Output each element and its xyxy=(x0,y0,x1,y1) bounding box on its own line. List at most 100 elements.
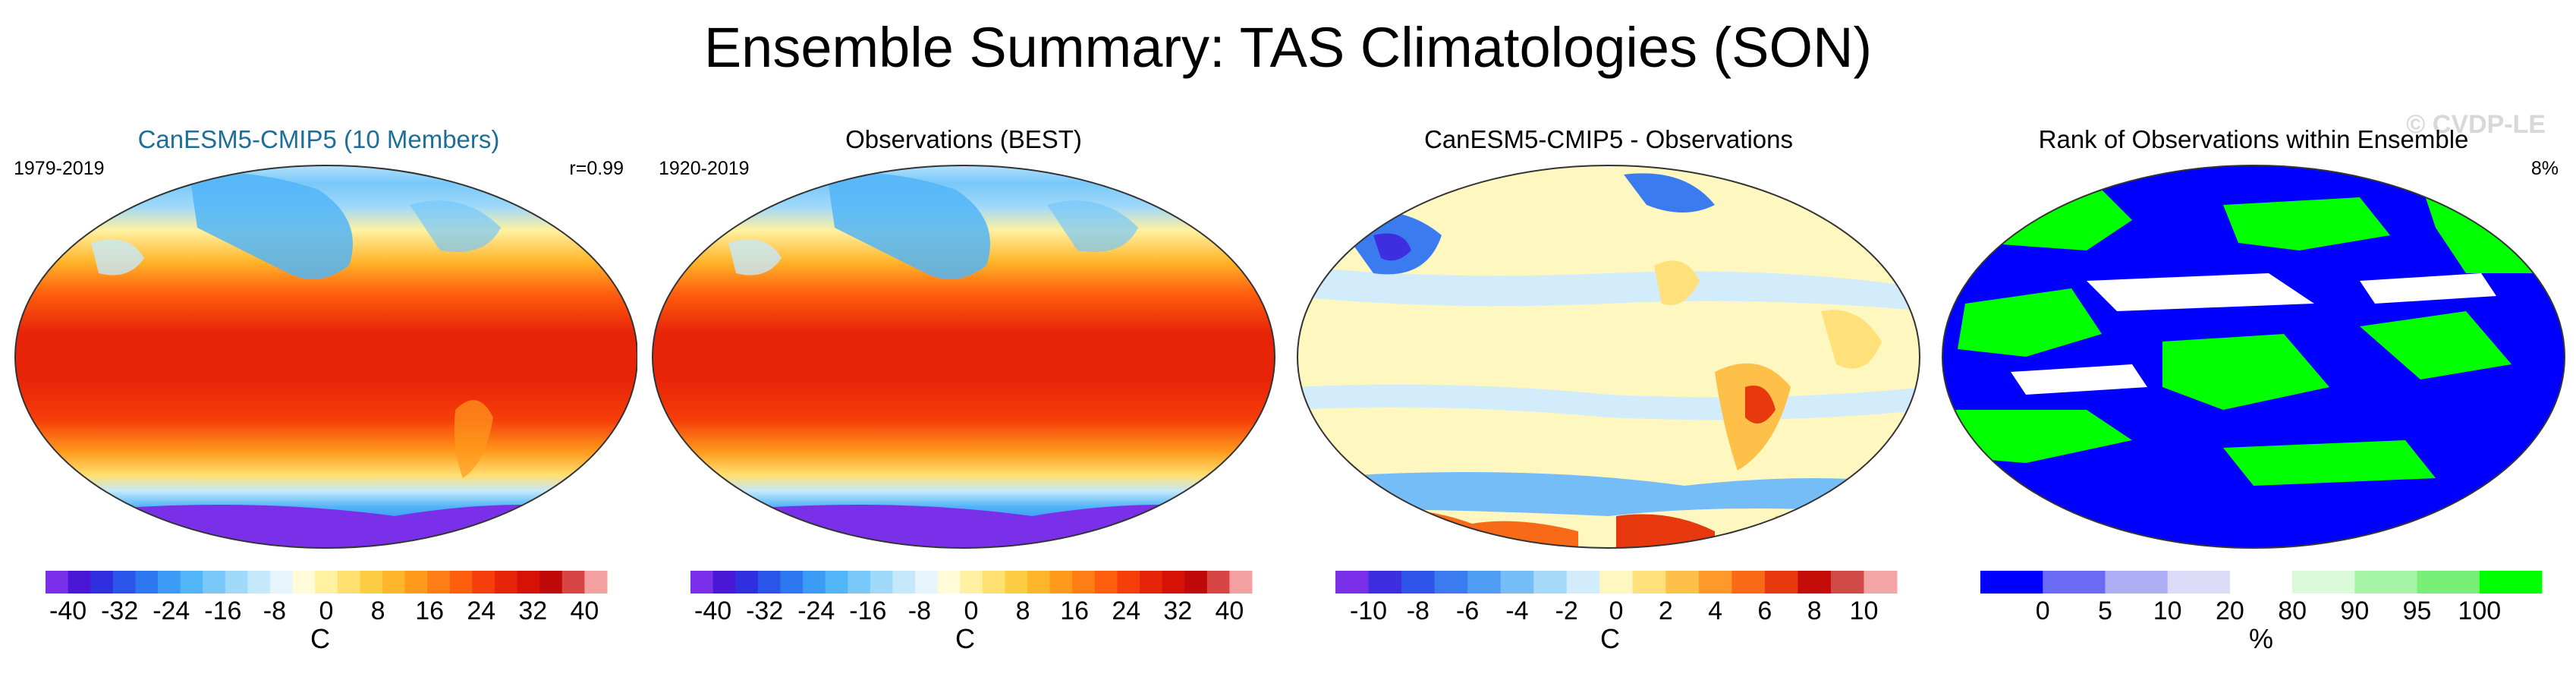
colorbar-tick-label: 100 xyxy=(2458,597,2501,625)
world-map-rank xyxy=(1942,165,2565,549)
colorbar-tick-label: 95 xyxy=(2403,597,2432,625)
panel-observations: Observations (BEST) 1920-2019 -40 -32- xyxy=(645,114,1282,676)
colorbar-swatch xyxy=(780,571,804,594)
colorbar-tick-label: 6 xyxy=(1757,597,1772,625)
colorbar-tick-label: 16 xyxy=(1060,597,1089,625)
colorbar-swatch xyxy=(825,571,848,594)
colorbar-swatch xyxy=(561,571,585,594)
colorbar-tick-label: -32 xyxy=(746,597,783,625)
world-map-temperature xyxy=(14,165,637,549)
colorbar-tick-label: -40 xyxy=(694,597,731,625)
colorbar-swatch xyxy=(1830,571,1864,594)
world-map-bias xyxy=(1297,165,1920,549)
panel-rank: Rank of Observations within Ensemble 8% … xyxy=(1935,114,2572,676)
colorbar-tick-label: 40 xyxy=(1215,597,1244,625)
panel-period: 1920-2019 xyxy=(659,158,750,179)
colorbar-swatch xyxy=(2292,571,2355,594)
colorbar: -40 -32 -24 -16 -8 0 8 16 24 32 40 C xyxy=(46,571,608,654)
colorbar-swatch xyxy=(1980,571,2043,594)
colorbar-tick-label: -32 xyxy=(101,597,138,625)
colorbar-swatch xyxy=(315,571,338,594)
panel-title: Rank of Observations within Ensemble xyxy=(2038,125,2469,153)
colorbar-tick-label: -8 xyxy=(263,597,286,625)
colorbar-tick-label: -24 xyxy=(153,597,190,625)
colorbar-swatch xyxy=(1500,571,1534,594)
colorbar-swatch xyxy=(1368,571,1402,594)
colorbar-swatch xyxy=(1162,571,1185,594)
colorbar-swatch xyxy=(68,571,91,594)
map-fill xyxy=(653,165,1275,548)
colorbar-swatch xyxy=(982,571,1005,594)
colorbar-tick-label: 80 xyxy=(2278,597,2307,625)
colorbar: -10 -8 -6 -4 -2 0 2 4 6 8 10 C xyxy=(1335,571,1898,654)
colorbar-swatch xyxy=(735,571,759,594)
colorbar-tick-label: 10 xyxy=(1850,597,1879,625)
colorbar-swatch xyxy=(1798,571,1832,594)
colorbar-swatch xyxy=(2105,571,2169,594)
colorbar-swatch xyxy=(584,571,608,594)
colorbar-swatch xyxy=(915,571,939,594)
colorbar-swatch xyxy=(2417,571,2480,594)
panel-stat: 8% xyxy=(2530,158,2559,179)
colorbar-swatch xyxy=(870,571,893,594)
colorbar-tick-label: 32 xyxy=(1163,597,1192,625)
colorbar-swatch xyxy=(2167,571,2231,594)
colorbar-swatch xyxy=(2043,571,2106,594)
colorbar-swatch xyxy=(1864,571,1898,594)
colorbar-unit: C xyxy=(955,623,975,654)
colorbar-swatch xyxy=(1005,571,1028,594)
colorbar-tick-label: 5 xyxy=(2098,597,2112,625)
colorbar-tick-label: 20 xyxy=(2216,597,2244,625)
figure-title: Ensemble Summary: TAS Climatologies (SON… xyxy=(703,16,1873,79)
colorbar-swatch xyxy=(1117,571,1140,594)
colorbar-tick-label: -24 xyxy=(797,597,835,625)
colorbar-unit: % xyxy=(2249,623,2273,654)
colorbar-swatch xyxy=(1094,571,1118,594)
colorbar-tick-label: 24 xyxy=(467,597,495,625)
colorbar-swatch xyxy=(803,571,826,594)
panel-title: CanESM5-CMIP5 - Observations xyxy=(1424,125,1793,153)
colorbar-tick-label: -6 xyxy=(1456,597,1479,625)
colorbar-swatch xyxy=(2229,571,2293,594)
colorbar-swatch xyxy=(1072,571,1096,594)
colorbar-swatch xyxy=(472,571,495,594)
colorbar-tick-label: 90 xyxy=(2340,597,2369,625)
colorbar-swatch xyxy=(712,571,736,594)
colorbar-tick-label: 0 xyxy=(964,597,979,625)
colorbar-swatch xyxy=(112,571,136,594)
colorbar-swatch xyxy=(539,571,563,594)
colorbar-swatch xyxy=(690,571,714,594)
colorbar-swatch xyxy=(1049,571,1073,594)
colorbar-swatch xyxy=(1206,571,1230,594)
colorbar-swatch xyxy=(337,571,360,594)
colorbar-swatch xyxy=(1533,571,1568,594)
colorbar-swatch xyxy=(1632,571,1666,594)
map-fill xyxy=(15,165,637,548)
colorbar-tick-label: -4 xyxy=(1505,597,1528,625)
watermark: © CVDP-LE xyxy=(2406,110,2546,139)
colorbar-unit: C xyxy=(310,623,330,654)
colorbar-swatch xyxy=(404,571,428,594)
map-fill xyxy=(1297,165,1920,548)
colorbar-swatch xyxy=(1335,571,1370,594)
colorbar-swatch xyxy=(1467,571,1502,594)
colorbar-tick-label: 4 xyxy=(1708,597,1722,625)
colorbar-swatch xyxy=(1764,571,1798,594)
colorbar-swatch xyxy=(1566,571,1600,594)
colorbar-tick-label: 16 xyxy=(415,597,444,625)
colorbar-swatch xyxy=(427,571,451,594)
colorbar-swatch xyxy=(360,571,383,594)
colorbar-tick-label: -16 xyxy=(204,597,241,625)
colorbar-swatch xyxy=(180,571,203,594)
colorbar-tick-label: -2 xyxy=(1555,597,1578,625)
colorbar-tick-label: -10 xyxy=(1350,597,1387,625)
colorbar-tick-label: -40 xyxy=(49,597,86,625)
colorbar-tick-label: -8 xyxy=(1407,597,1430,625)
colorbar-tick-label: 0 xyxy=(2036,597,2050,625)
colorbar-tick-label: 0 xyxy=(319,597,334,625)
colorbar-tick-label: 40 xyxy=(570,597,599,625)
colorbar-swatch xyxy=(1184,571,1208,594)
colorbar-swatch xyxy=(892,571,916,594)
colorbar-swatch xyxy=(203,571,226,594)
colorbar-tick-label: 10 xyxy=(2153,597,2182,625)
